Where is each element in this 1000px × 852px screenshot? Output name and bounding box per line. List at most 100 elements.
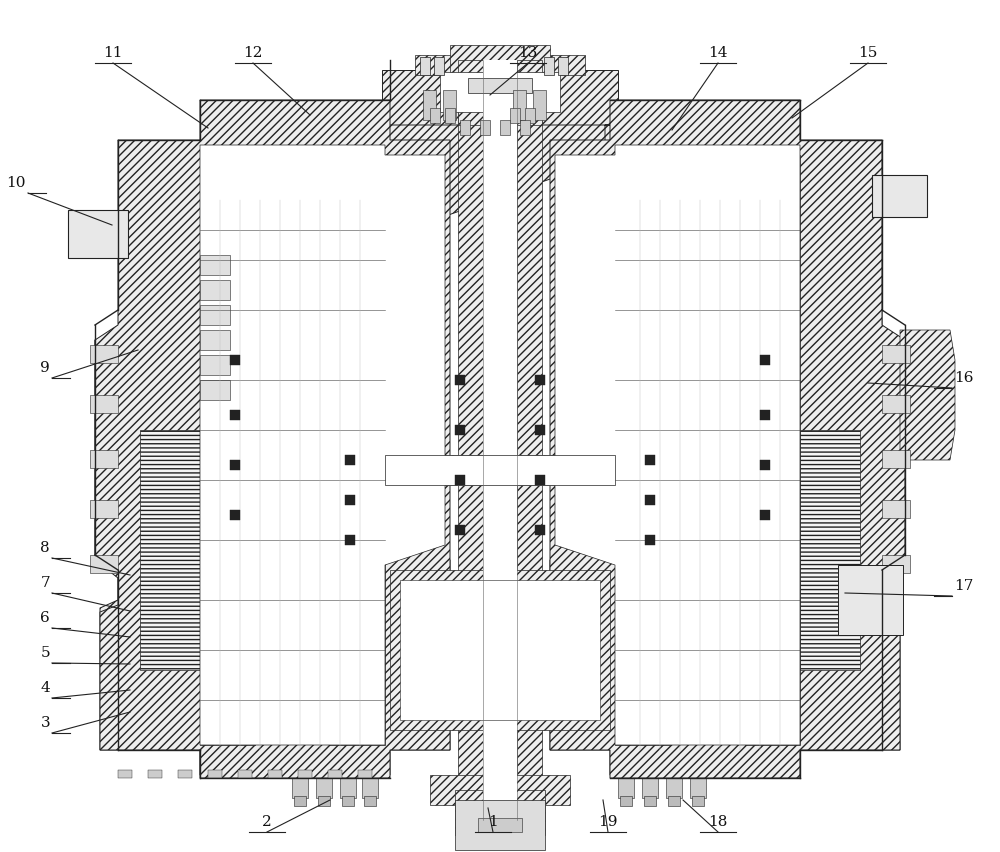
Polygon shape (200, 145, 445, 745)
Polygon shape (550, 100, 905, 778)
Bar (340, 778, 356, 798)
Bar (362, 778, 378, 798)
Bar (140, 430, 200, 670)
Bar (655, 300, 715, 330)
Bar (328, 770, 342, 778)
Bar (345, 535, 355, 545)
Bar (200, 355, 230, 375)
Bar (483, 60, 517, 820)
Polygon shape (555, 145, 800, 745)
Bar (342, 796, 354, 806)
Bar (520, 120, 530, 135)
Text: 10: 10 (7, 176, 26, 190)
Polygon shape (610, 200, 710, 360)
Bar (460, 808, 540, 843)
Bar (535, 425, 545, 435)
Bar (455, 800, 545, 850)
Bar (455, 525, 465, 535)
Bar (385, 455, 615, 485)
Bar (882, 395, 910, 413)
Bar (645, 535, 655, 545)
Bar (400, 580, 600, 720)
Bar (666, 778, 682, 798)
Bar (72, 214, 124, 254)
Bar (760, 355, 770, 365)
Bar (455, 790, 545, 835)
Bar (450, 45, 550, 80)
Bar (200, 155, 255, 745)
Polygon shape (900, 330, 955, 460)
Bar (298, 770, 312, 778)
Bar (90, 345, 118, 363)
Bar (882, 555, 910, 573)
Bar (410, 595, 490, 705)
Bar (558, 57, 568, 75)
Bar (668, 796, 680, 806)
Bar (760, 510, 770, 520)
Bar (458, 90, 542, 125)
Bar (230, 410, 240, 420)
Bar (292, 778, 308, 798)
Bar (385, 473, 615, 485)
Text: 4: 4 (40, 681, 50, 695)
Bar (178, 770, 192, 778)
Bar (200, 305, 230, 325)
Bar (285, 300, 345, 330)
Bar (655, 260, 715, 290)
Bar (423, 90, 436, 120)
Bar (68, 210, 128, 258)
Bar (455, 425, 465, 435)
Text: 2: 2 (262, 815, 272, 829)
Bar (148, 770, 162, 778)
Bar (480, 120, 490, 135)
Bar (533, 90, 546, 120)
Text: 5: 5 (40, 646, 50, 660)
Text: 6: 6 (40, 611, 50, 625)
Bar (460, 120, 470, 135)
Polygon shape (95, 125, 905, 775)
Bar (645, 495, 655, 505)
Text: 15: 15 (858, 46, 878, 60)
Bar (882, 345, 910, 363)
Bar (90, 555, 118, 573)
Bar (543, 55, 585, 75)
Bar (382, 70, 618, 125)
Bar (760, 410, 770, 420)
Bar (535, 375, 545, 385)
Bar (90, 450, 118, 468)
Bar (434, 57, 444, 75)
Text: 3: 3 (40, 716, 50, 730)
Bar (455, 475, 465, 485)
Polygon shape (514, 90, 524, 115)
Bar (118, 770, 132, 778)
Bar (535, 475, 545, 485)
Bar (285, 340, 345, 370)
Bar (517, 60, 542, 820)
Bar (200, 255, 230, 275)
Bar (316, 778, 332, 798)
Bar (285, 260, 345, 290)
Bar (882, 500, 910, 518)
Bar (644, 796, 656, 806)
Bar (872, 175, 927, 217)
Text: 19: 19 (598, 815, 618, 829)
Bar (510, 595, 590, 705)
Bar (843, 570, 898, 630)
Bar (358, 770, 372, 778)
Bar (430, 775, 570, 805)
Bar (90, 395, 118, 413)
Bar (468, 78, 532, 93)
Bar (513, 90, 526, 120)
Bar (268, 770, 282, 778)
Bar (500, 120, 510, 135)
Text: 13: 13 (518, 46, 538, 60)
Polygon shape (95, 100, 450, 778)
Bar (692, 796, 704, 806)
Bar (655, 340, 715, 370)
Bar (445, 108, 455, 123)
Bar (230, 510, 240, 520)
Bar (230, 460, 240, 470)
Bar (415, 55, 457, 75)
Bar (330, 155, 385, 745)
Text: 18: 18 (708, 815, 728, 829)
